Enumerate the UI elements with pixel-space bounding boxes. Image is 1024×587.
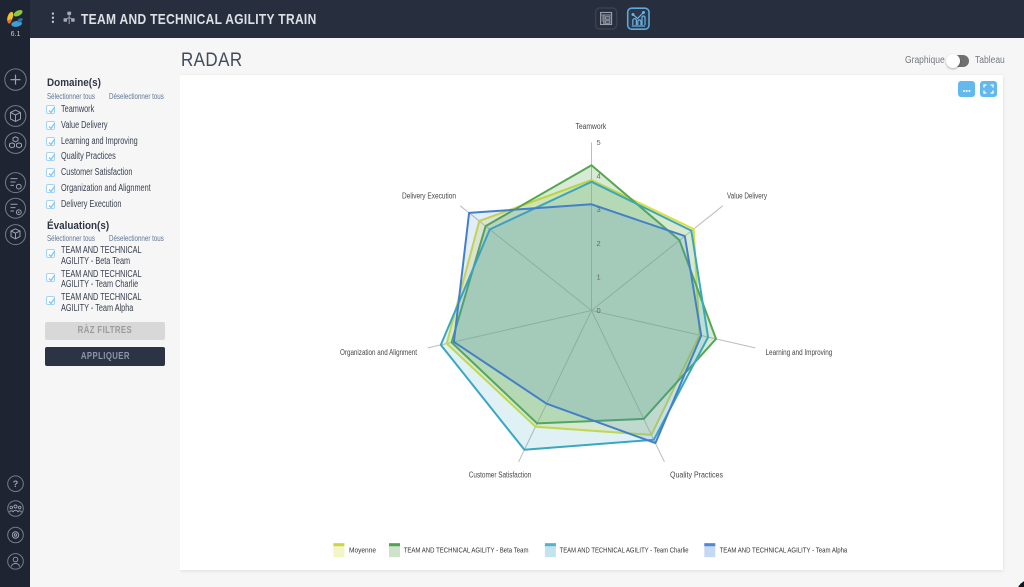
svg-text:2: 2: [597, 239, 601, 248]
svg-text:Customer Satisfaction: Customer Satisfaction: [469, 471, 531, 480]
svg-text:6.1: 6.1: [11, 31, 21, 38]
svg-text:0: 0: [597, 306, 601, 315]
svg-text:Delivery Execution: Delivery Execution: [402, 192, 456, 201]
svg-text:Moyenne: Moyenne: [349, 546, 376, 555]
svg-text:Learning and Improving: Learning and Improving: [766, 348, 833, 357]
svg-text:4: 4: [597, 172, 601, 181]
svg-text:TEAM AND TECHNICAL AGILITY - T: TEAM AND TECHNICAL AGILITY - Team Charli…: [560, 546, 689, 555]
svg-text:Organization and Alignment: Organization and Alignment: [340, 348, 418, 357]
svg-text:5: 5: [597, 138, 601, 147]
svg-text:TEAM AND TECHNICAL AGILITY - B: TEAM AND TECHNICAL AGILITY - Beta Team: [404, 546, 529, 555]
svg-text:1: 1: [597, 272, 601, 281]
svg-text:Quality Practices: Quality Practices: [670, 471, 723, 480]
svg-text:?: ?: [13, 479, 19, 489]
svg-text:Value Delivery: Value Delivery: [727, 192, 767, 201]
svg-text:Teamwork: Teamwork: [576, 122, 608, 131]
svg-text:3: 3: [597, 205, 601, 214]
svg-text:TEAM AND TECHNICAL AGILITY - T: TEAM AND TECHNICAL AGILITY - Team Alpha: [720, 546, 848, 555]
